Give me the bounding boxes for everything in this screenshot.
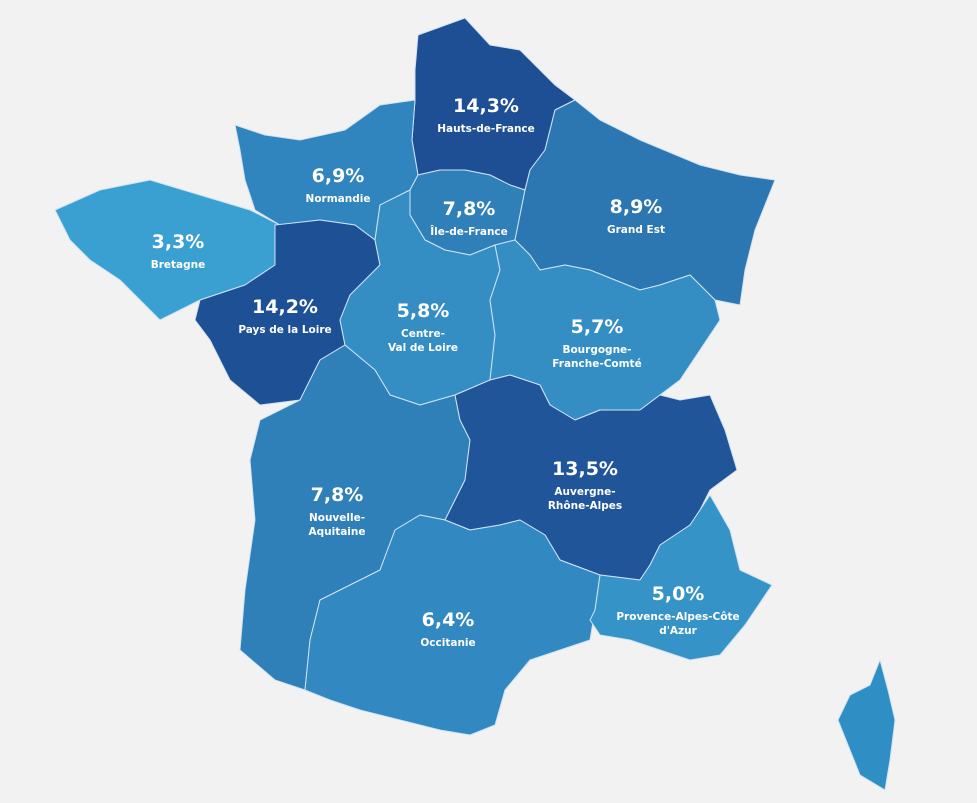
region-name: Bretagne	[151, 259, 206, 271]
region-name: Grand Est	[607, 224, 665, 236]
region-name: Val de Loire	[388, 342, 458, 354]
region-name: Auvergne-	[554, 486, 615, 498]
region-name: Provence-Alpes-Côte	[616, 611, 739, 623]
region-value: 6,9%	[312, 165, 365, 187]
region-name: Hauts-de-France	[437, 123, 535, 135]
region-name: Franche-Comté	[552, 358, 641, 370]
region-value: 5,0%	[652, 583, 705, 605]
region-value: 5,7%	[571, 316, 624, 338]
region	[304, 514, 601, 736]
region-value: 3,3%	[152, 231, 205, 253]
region-name: Occitanie	[420, 637, 475, 649]
region-value: 13,5%	[552, 458, 618, 480]
region-name: Aquitaine	[308, 526, 365, 538]
region-name: d'Azur	[659, 625, 697, 637]
region-name: Île-de-France	[430, 225, 508, 238]
region-value: 8,9%	[610, 196, 663, 218]
region	[589, 494, 773, 661]
region-value: 6,4%	[422, 609, 475, 631]
region-name: Bourgogne-	[562, 344, 631, 356]
region-value: 7,8%	[311, 484, 364, 506]
region-value: 14,3%	[453, 95, 519, 117]
region-value: 5,8%	[397, 300, 450, 322]
region-name: Pays de la Loire	[238, 324, 331, 336]
region-value: 14,2%	[252, 296, 318, 318]
region-value: 7,8%	[443, 198, 496, 220]
corsica	[837, 659, 896, 791]
region-name: Centre-	[401, 328, 445, 340]
region-name: Normandie	[306, 193, 371, 205]
region-name: Nouvelle-	[309, 512, 365, 524]
region-name: Rhône-Alpes	[548, 500, 622, 512]
